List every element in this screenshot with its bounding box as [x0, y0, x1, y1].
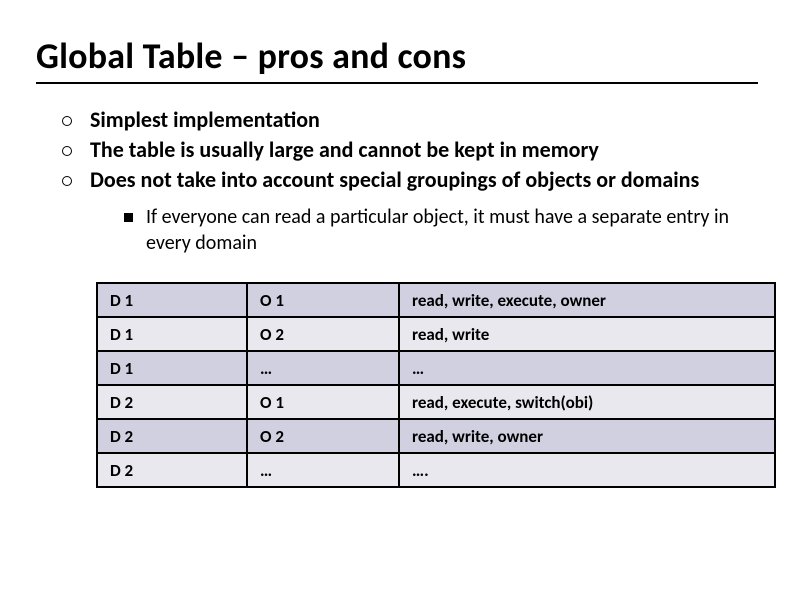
bullet-text: Does not take into account special group… [90, 166, 699, 193]
table-cell: O 2 [247, 419, 399, 453]
table-cell: read, execute, switch(obi) [399, 385, 775, 419]
table-cell: D 1 [97, 283, 247, 317]
bullet-text: The table is usually large and cannot be… [90, 136, 599, 163]
table-cell: … [247, 351, 399, 385]
table-cell: D 1 [97, 317, 247, 351]
table-cell: O 2 [247, 317, 399, 351]
table-cell: read, write, owner [399, 419, 775, 453]
bullet-list: Simplest implementation The table is usu… [36, 106, 758, 256]
table-cell: read, write, execute, owner [399, 283, 775, 317]
bullet-item: Does not take into account special group… [62, 166, 758, 256]
table-cell: … [399, 351, 775, 385]
table-row: D 2 O 1 read, execute, switch(obi) [97, 385, 775, 419]
sub-bullet-text: If everyone can read a particular object… [146, 205, 729, 255]
slide-title: Global Table – pros and cons [36, 34, 758, 84]
table-row: D 1 … … [97, 351, 775, 385]
slide: Global Table – pros and cons Simplest im… [0, 0, 794, 595]
table-cell: … [247, 453, 399, 487]
table-row: D 2 … …. [97, 453, 775, 487]
table-row: D 2 O 2 read, write, owner [97, 419, 775, 453]
sub-bullet-list: If everyone can read a particular object… [90, 204, 758, 256]
global-table-wrap: D 1 O 1 read, write, execute, owner D 1 … [96, 282, 776, 488]
bullet-text: Simplest implementation [90, 106, 320, 133]
bullet-item: The table is usually large and cannot be… [62, 136, 758, 164]
global-table: D 1 O 1 read, write, execute, owner D 1 … [96, 282, 776, 488]
table-cell: D 2 [97, 453, 247, 487]
table-cell: …. [399, 453, 775, 487]
table-row: D 1 O 2 read, write [97, 317, 775, 351]
sub-bullet-item: If everyone can read a particular object… [124, 204, 758, 256]
table-cell: D 2 [97, 385, 247, 419]
table-cell: read, write [399, 317, 775, 351]
table-cell: D 1 [97, 351, 247, 385]
table-cell: D 2 [97, 419, 247, 453]
table-row: D 1 O 1 read, write, execute, owner [97, 283, 775, 317]
bullet-item: Simplest implementation [62, 106, 758, 134]
table-cell: O 1 [247, 283, 399, 317]
table-cell: O 1 [247, 385, 399, 419]
